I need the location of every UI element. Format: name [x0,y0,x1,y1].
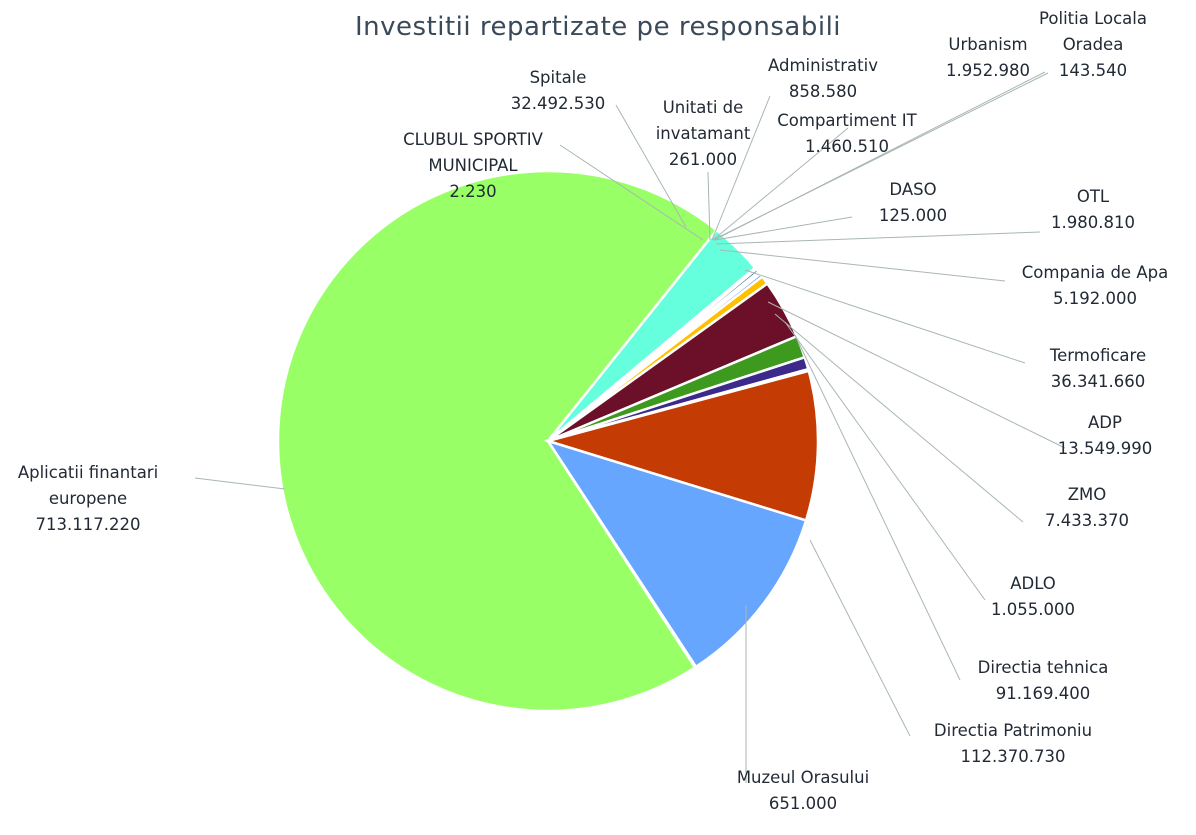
leader-line [713,71,1046,241]
data-label: Directia Patrimoniu 112.370.730 [934,721,1092,766]
data-label: ADLO 1.055.000 [991,574,1075,619]
pie-slice-aplicatii-finantari-europene [276,169,719,713]
data-label: DASO 125.000 [879,180,947,225]
leader-line [714,216,853,241]
data-label: Politia Locala Oradea 143.540 [1039,9,1147,80]
leader-line [809,539,911,737]
leader-line [194,477,286,490]
leader-line [774,313,1024,523]
leader-line [719,249,1006,282]
data-label: Compania de Apa 5.192.000 [1022,263,1168,308]
data-label: Urbanism 1.952.980 [946,35,1030,80]
data-label: Aplicatii finantari europene 713.117.220 [18,463,158,534]
leader-line [712,127,849,241]
pie-slice-directia-patrimoniu [545,438,808,669]
leader-line [715,231,1041,245]
data-label: Unitati de invatamant 261.000 [656,98,751,169]
leader-line [559,144,704,241]
data-label: Muzeul Orasului 651.000 [737,768,869,813]
leader-line [767,301,1066,449]
chart-title: Investitii repartizate pe responsabili [355,12,841,42]
leader-line [784,321,986,601]
data-label: Spitale 32.492.530 [511,68,605,113]
pie-slice-muzeul-orasului [546,440,698,670]
leader-line [615,104,687,228]
data-label: ADP 13.549.990 [1058,413,1152,458]
data-label: OTL 1.980.810 [1051,187,1135,232]
data-label: Compartiment IT 1.460.510 [777,111,917,156]
data-label: CLUBUL SPORTIV MUNICIPAL 2.230 [403,130,543,201]
pie-slice-directia-tehnica [543,369,820,523]
data-label: Termoficare 36.341.660 [1049,346,1146,391]
data-label: ZMO 7.433.370 [1045,485,1129,530]
leader-line [711,95,771,241]
leader-line [744,269,1026,364]
data-label: Administrativ 858.580 [768,56,878,101]
data-label: Directia tehnica 91.169.400 [978,658,1109,703]
leader-line [707,171,711,241]
leader-line [794,334,961,681]
